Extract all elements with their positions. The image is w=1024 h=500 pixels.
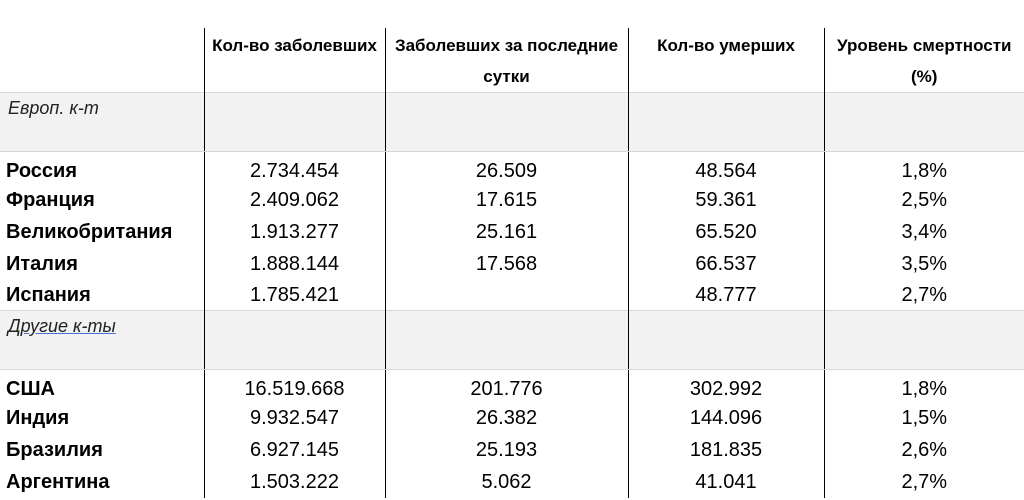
header-row: Кол-во заболевших Заболевших за последни… [0,28,1024,93]
country-name: Испания [6,284,91,306]
cases-cell: 6.927.145 [203,434,385,466]
country-name: Россия [6,160,78,182]
daily-cell [384,280,628,311]
country-name: Аргентина [6,471,110,493]
deaths-cell: 59.361 [627,184,824,216]
daily-cell: 201.776 [384,369,628,402]
cases-cell: 1.503.222 [203,466,385,498]
country-name: Италия [6,253,78,275]
cases-cell: 1.785.421 [203,280,385,311]
header-cases: Кол-во заболевших [203,28,385,93]
deaths-cell: 48.777 [627,280,824,311]
daily-cell: 26.382 [384,402,628,434]
table-row: Россия 2.734.454 26.509 48.564 1,8% [0,151,1024,184]
country-name: Индия [6,407,70,429]
country-name: Великобритания [6,221,173,243]
daily-cell: 26.509 [384,151,628,184]
cases-cell: 16.519.668 [203,369,385,402]
section-row-other: Другие к-ты [0,310,1024,370]
header-mortality-rate: Уровень смертности (%) [823,28,1024,93]
table-row: Испания 1.785.421 48.777 2,7% [0,280,1024,311]
rate-cell: 2,7% [823,466,1024,498]
deaths-cell: 144.096 [627,402,824,434]
cases-cell: 2.409.062 [203,184,385,216]
daily-cell: 5.062 [384,466,628,498]
deaths-cell: 48.564 [627,151,824,184]
header-deaths: Кол-во умерших [627,28,824,93]
section-label: Европ. к-т [0,92,204,152]
rate-cell: 2,5% [823,184,1024,216]
table-row: Индия 9.932.547 26.382 144.096 1,5% [0,402,1024,434]
country-name: Франция [6,189,95,211]
country-name: США [6,378,55,400]
cases-cell: 9.932.547 [203,402,385,434]
deaths-cell: 41.041 [627,466,824,498]
covid-statistics-table: Кол-во заболевших Заболевших за последни… [0,28,1024,498]
daily-cell: 17.568 [384,248,628,280]
deaths-cell: 65.520 [627,216,824,248]
rate-cell: 2,6% [823,434,1024,466]
table-row: Великобритания 1.913.277 25.161 65.520 3… [0,216,1024,248]
table-row: Аргентина 1.503.222 5.062 41.041 2,7% [0,466,1024,498]
daily-cell: 25.193 [384,434,628,466]
rate-cell: 3,4% [823,216,1024,248]
table-row: Франция 2.409.062 17.615 59.361 2,5% [0,184,1024,216]
rate-cell: 3,5% [823,248,1024,280]
rate-cell: 1,8% [823,369,1024,402]
daily-cell: 17.615 [384,184,628,216]
deaths-cell: 66.537 [627,248,824,280]
rate-cell: 1,5% [823,402,1024,434]
cases-cell: 1.913.277 [203,216,385,248]
rate-cell: 2,7% [823,280,1024,311]
country-name: Бразилия [6,439,103,461]
daily-cell: 25.161 [384,216,628,248]
cases-cell: 1.888.144 [203,248,385,280]
cases-cell: 2.734.454 [203,151,385,184]
deaths-cell: 181.835 [627,434,824,466]
rate-cell: 1,8% [823,151,1024,184]
table-row: Бразилия 6.927.145 25.193 181.835 2,6% [0,434,1024,466]
table-row: Италия 1.888.144 17.568 66.537 3,5% [0,248,1024,280]
section-label: Другие к-ты [0,310,204,370]
section-row-europe: Европ. к-т [0,92,1024,152]
table-row: США 16.519.668 201.776 302.992 1,8% [0,369,1024,402]
header-country [0,28,204,93]
deaths-cell: 302.992 [627,369,824,402]
header-daily-cases: Заболевших за последние сутки [384,28,628,93]
